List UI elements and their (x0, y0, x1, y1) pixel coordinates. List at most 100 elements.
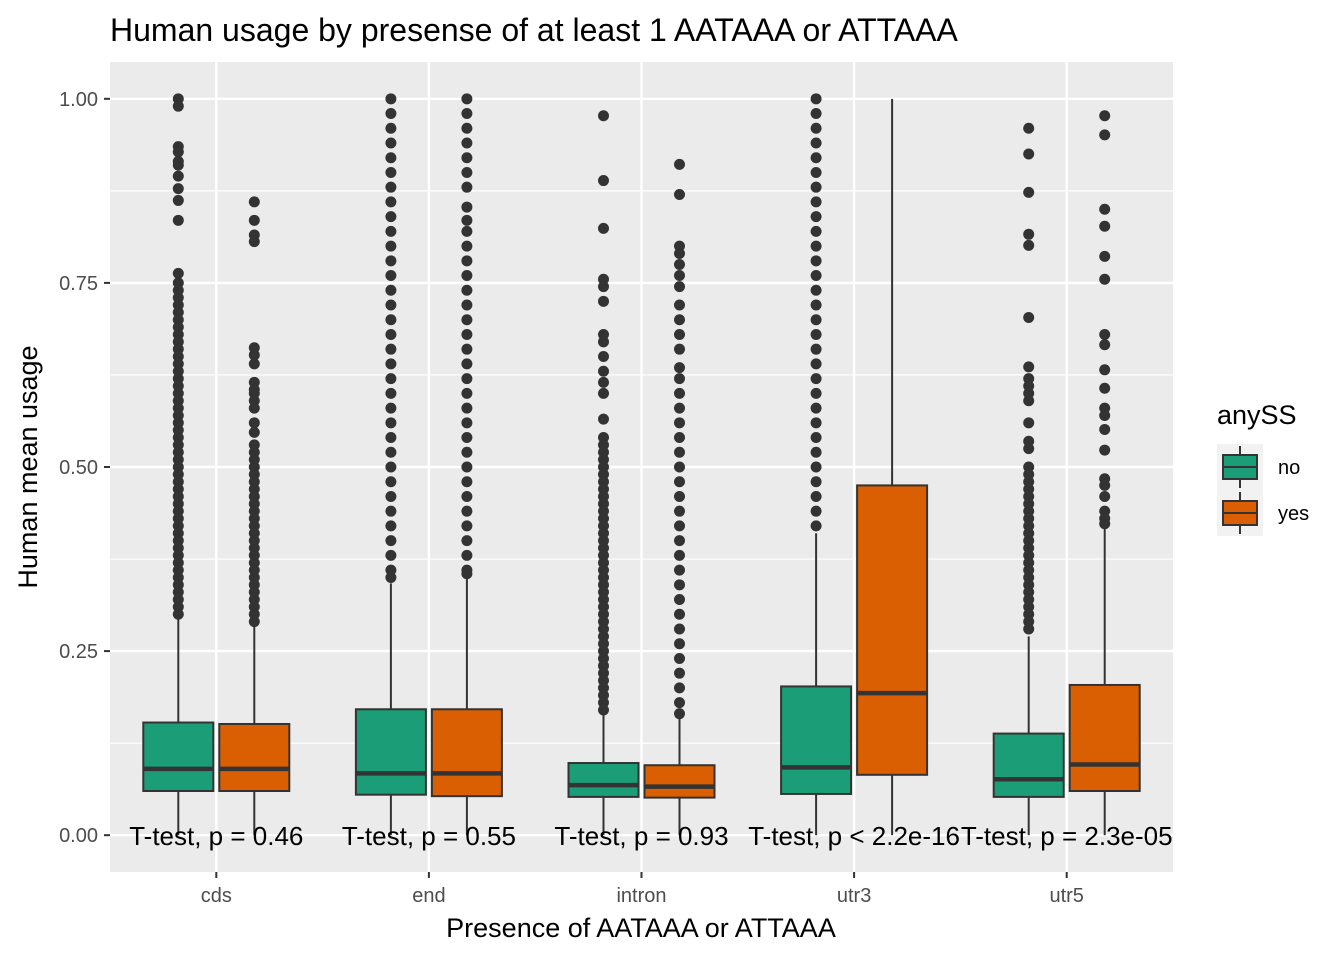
outlier-point (674, 373, 685, 385)
outlier-point (674, 299, 685, 311)
outlier-point (461, 402, 473, 414)
outlier-point (674, 505, 685, 517)
box-iqr (430, 708, 503, 798)
legend-title: anySS (1217, 400, 1297, 430)
outlier-point (461, 214, 473, 226)
outlier-point (810, 490, 822, 502)
outlier-point (385, 417, 397, 429)
outlier-point (674, 490, 685, 502)
outlier-point (810, 446, 822, 458)
box-intron-no (567, 110, 640, 836)
y-axis-title: Human mean usage (13, 345, 43, 588)
outlier-point (172, 159, 184, 171)
outlier-point (810, 476, 822, 488)
outlier-point (248, 426, 260, 438)
x-axis-title: Presence of AATAAA or ATTAAA (446, 913, 836, 943)
outlier-point (385, 343, 397, 355)
outlier-point (385, 196, 397, 208)
outlier-point (1099, 364, 1111, 376)
box-iqr (643, 764, 716, 799)
legend-key-no (1217, 444, 1263, 490)
outlier-point (1099, 220, 1111, 232)
outlier-point (810, 284, 822, 296)
outlier-point (1099, 479, 1111, 491)
outlier-point (1023, 148, 1035, 160)
outlier-point (1023, 395, 1035, 407)
outlier-point (1099, 203, 1111, 215)
legend-key-yes (1217, 490, 1263, 536)
gridlines (110, 62, 1173, 872)
outlier-point (461, 255, 473, 267)
outlier-point (461, 201, 473, 213)
outlier-point (172, 146, 184, 158)
outlier-point (810, 299, 822, 311)
outlier-point (1023, 122, 1035, 134)
outlier-point (1099, 129, 1111, 141)
outlier-point (674, 343, 685, 355)
outlier-point (810, 402, 822, 414)
outlier-point (461, 93, 473, 105)
outlier-point (810, 211, 822, 223)
box-cds-no (142, 93, 215, 836)
outlier-point (674, 682, 685, 694)
outlier-point (385, 108, 397, 120)
outlier-point (674, 446, 685, 458)
box-iqr (992, 732, 1065, 798)
outlier-point (248, 196, 260, 208)
outlier-point (461, 284, 473, 296)
outlier-point (598, 351, 609, 363)
outlier-point (1099, 518, 1111, 530)
annotation-utr3: T-test, p < 2.2e-16 (748, 821, 960, 851)
outlier-point (1023, 312, 1035, 324)
outlier-point (598, 336, 609, 348)
y-tick-label: 0.75 (59, 273, 98, 295)
outlier-point (810, 505, 822, 517)
outlier-point (598, 295, 609, 307)
outlier-point (461, 490, 473, 502)
outlier-point (810, 122, 822, 134)
outlier-point (172, 100, 184, 112)
outlier-point (385, 225, 397, 237)
outlier-point (810, 461, 822, 473)
outlier-point (810, 93, 822, 105)
test-annotations: T-test, p = 0.46 T-test, p = 0.55 T-test, … (129, 821, 1172, 851)
outlier-point (1023, 443, 1035, 455)
outlier-point (674, 608, 685, 620)
outlier-point (674, 697, 685, 709)
outlier-point (461, 568, 473, 580)
outlier-point (598, 175, 609, 187)
outlier-point (385, 240, 397, 252)
outlier-point (810, 196, 822, 208)
outlier-point (810, 240, 822, 252)
outlier-point (674, 259, 685, 270)
outlier-point (461, 505, 473, 517)
outlier-point (385, 255, 397, 267)
outlier-point (385, 152, 397, 164)
outlier-point (461, 328, 473, 340)
outlier-point (674, 328, 685, 340)
outlier-point (1099, 110, 1111, 122)
outlier-point (674, 432, 685, 444)
outlier-point (461, 520, 473, 532)
outlier-point (810, 314, 822, 326)
outlier-point (461, 476, 473, 488)
outlier-point (674, 652, 685, 664)
outlier-point (598, 387, 609, 399)
outlier-point (385, 432, 397, 444)
outlier-point (674, 189, 685, 201)
outlier-point (172, 194, 184, 206)
outlier-point (385, 166, 397, 178)
outlier-point (461, 343, 473, 355)
box-end-yes (430, 93, 503, 836)
outlier-point (385, 476, 397, 488)
y-tick-label: 0.00 (59, 825, 98, 847)
outlier-point (172, 267, 184, 279)
outlier-point (385, 358, 397, 370)
outlier-point (1023, 228, 1035, 240)
outlier-point (1099, 490, 1111, 502)
series-no (142, 93, 1065, 836)
outlier-point (810, 225, 822, 237)
outlier-point (385, 520, 397, 532)
box-iqr (1068, 683, 1141, 792)
